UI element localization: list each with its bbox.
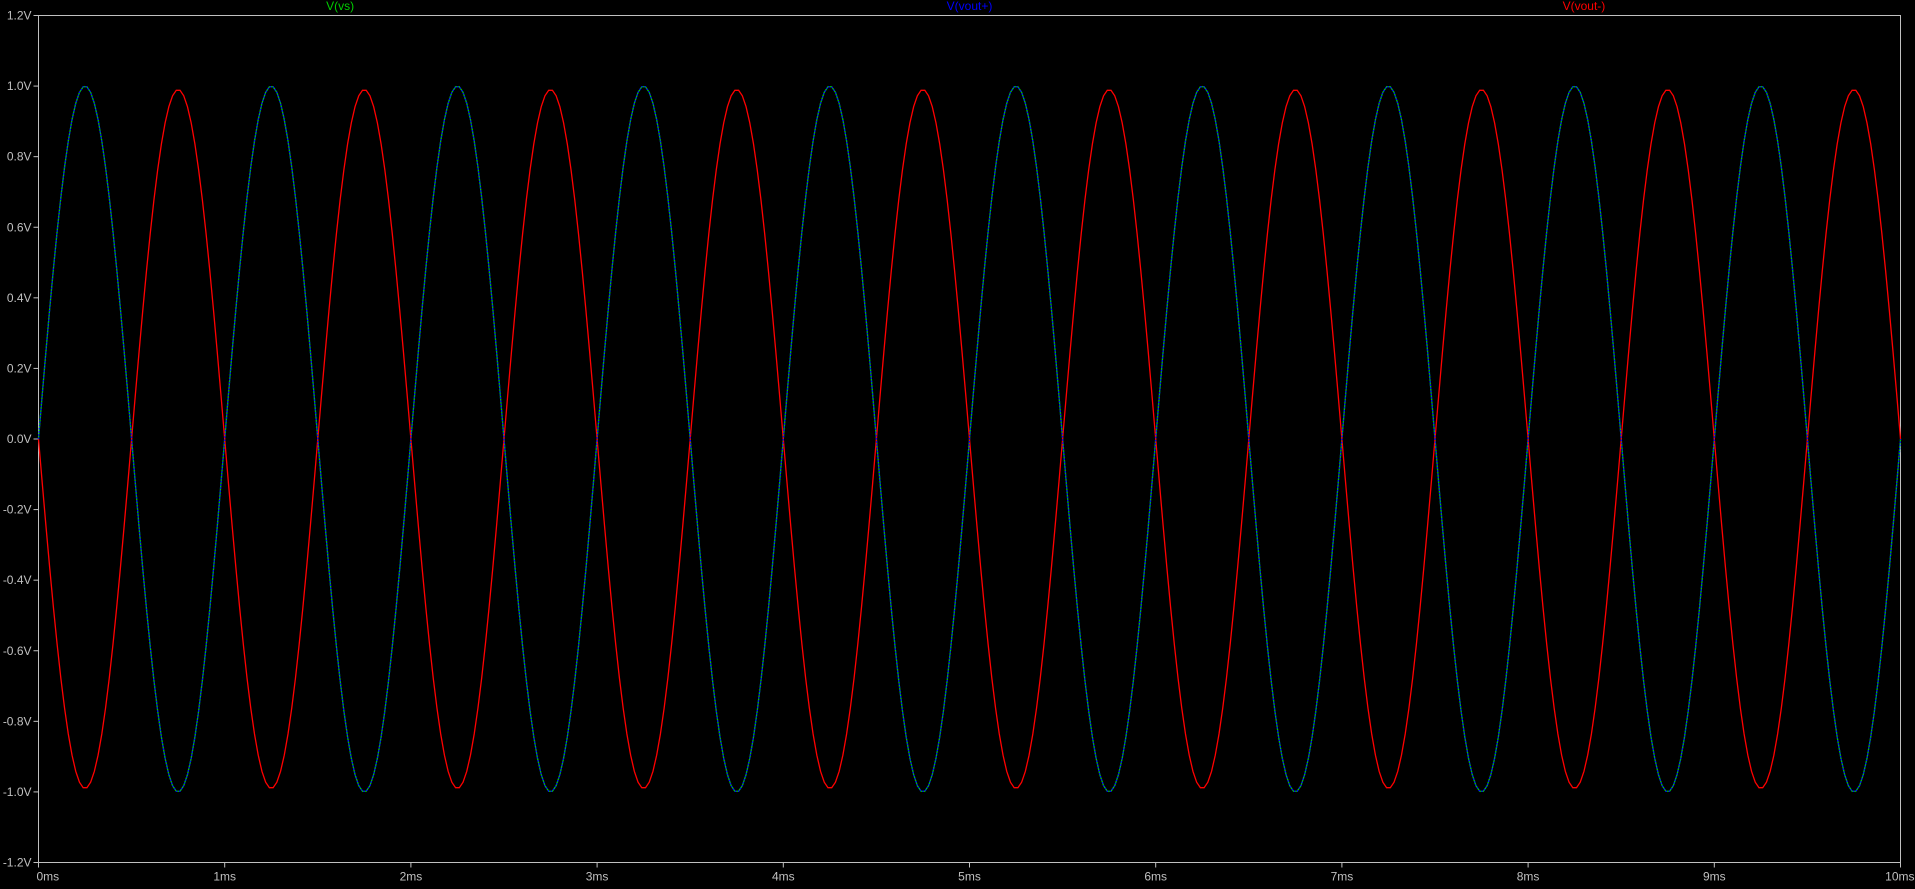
y-tick-label: 0.8V (7, 150, 32, 164)
y-tick-label: -0.4V (3, 573, 32, 587)
legend: V(vs) V(vout+) V(vout-) (326, 0, 1605, 13)
y-tick-label: 0.4V (7, 291, 32, 305)
x-tick-label: 5ms (958, 870, 981, 884)
y-tick-label: 1.2V (7, 9, 32, 23)
x-tick-label: 3ms (586, 870, 609, 884)
y-tick-label: 0.0V (7, 432, 32, 446)
x-tick-label: 7ms (1331, 870, 1354, 884)
x-tick-label: 4ms (772, 870, 795, 884)
y-tick-label: -0.8V (3, 714, 32, 728)
y-tick-label: -0.2V (3, 503, 32, 517)
y-tick-label: 1.0V (7, 79, 32, 93)
x-tick-label: 1ms (213, 870, 236, 884)
legend-label-0[interactable]: V(vs) (326, 0, 354, 13)
y-axis: 1.2V 1.0V 0.8V 0.6V 0.4V 0.2V 0.0V -0.2V -0.4V -0… (3, 9, 39, 870)
legend-label-1[interactable]: V(vout+) (947, 0, 993, 13)
x-tick-label: 6ms (1144, 870, 1167, 884)
y-tick-label: 0.6V (7, 220, 32, 234)
x-tick-label: 0ms (37, 870, 60, 884)
y-tick-label: -1.2V (3, 856, 32, 870)
series-line-1 (37, 86, 1902, 792)
y-tick-label: -1.0V (3, 785, 32, 799)
y-tick-label: 0.2V (7, 361, 32, 375)
x-tick-label: 10ms (1885, 870, 1914, 884)
x-axis: 0ms 1ms 2ms 3ms 4ms 5ms 6ms 7ms 8ms 9ms 10ms (37, 862, 1915, 884)
y-tick-label: -0.6V (3, 644, 32, 658)
x-tick-label: 8ms (1517, 870, 1540, 884)
series-group (37, 86, 1902, 792)
legend-label-2[interactable]: V(vout-) (1563, 0, 1606, 13)
x-tick-label: 9ms (1703, 870, 1726, 884)
x-tick-label: 2ms (400, 870, 423, 884)
